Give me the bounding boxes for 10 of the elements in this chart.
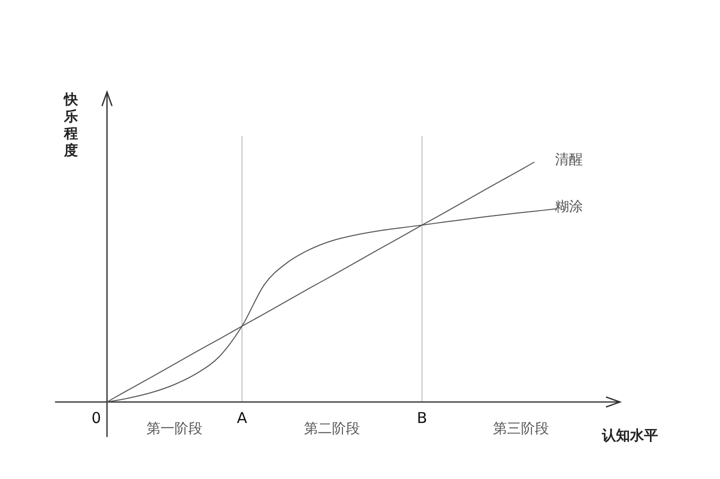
x-tick-label: 0 xyxy=(91,409,101,427)
series-label: 清醒 xyxy=(555,152,583,168)
x-tick-label: B xyxy=(416,409,428,427)
y-axis-title: 快乐程度 xyxy=(63,92,79,159)
x-tick-label: A xyxy=(236,409,248,427)
text: 第一阶段 xyxy=(146,421,202,437)
text: 第二阶段 xyxy=(304,421,360,437)
x-axis-title: 认知水平 xyxy=(601,428,658,444)
text: 第三阶段 xyxy=(493,421,549,437)
series-label: 糊涂 xyxy=(555,198,583,215)
